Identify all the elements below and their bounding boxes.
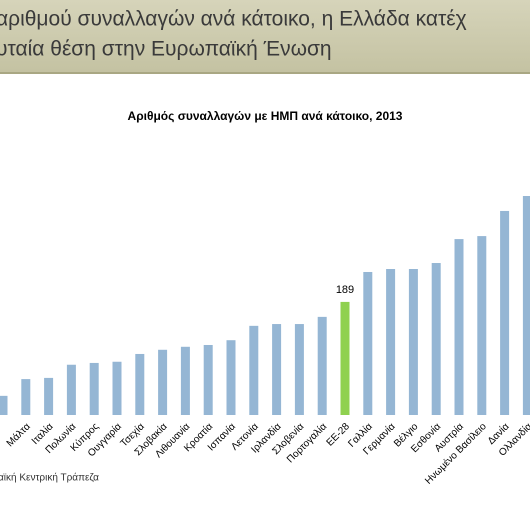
bar: [0, 395, 8, 415]
bar: [158, 349, 168, 415]
bar: [363, 271, 373, 415]
bar: [408, 269, 418, 415]
bar: [294, 324, 304, 415]
bar: [135, 353, 145, 415]
bar: [203, 344, 213, 415]
x-tick-label: Μάλτα: [4, 420, 33, 449]
bar: [340, 301, 350, 415]
chart-title: Αριθμός συναλλαγών με ΗΜΠ ανά κάτοικο, 2…: [128, 109, 403, 123]
header-line: υταία θέση στην Ευρωπαϊκή Ένωση: [0, 38, 332, 61]
bar: [249, 325, 259, 415]
data-label: 189: [336, 284, 354, 296]
header-line: αριθμού συναλλαγών ανά κάτοικο, η Ελλάδα…: [0, 8, 467, 31]
bar: [226, 340, 236, 415]
bar: [386, 269, 396, 415]
bar: [44, 377, 54, 415]
source-note: αϊκή Κεντρική Τράπεζα: [0, 472, 99, 484]
bar: [431, 263, 441, 415]
bar: [66, 364, 76, 415]
bar: [454, 239, 464, 415]
bar: [180, 346, 190, 415]
bar: [500, 210, 510, 415]
bar: [89, 362, 99, 415]
header-band: [0, 0, 530, 72]
bar: [522, 196, 530, 415]
bar: [112, 361, 122, 415]
bar: [317, 316, 327, 415]
bar: [272, 324, 282, 415]
bar: [477, 236, 487, 415]
bar: [21, 379, 31, 415]
